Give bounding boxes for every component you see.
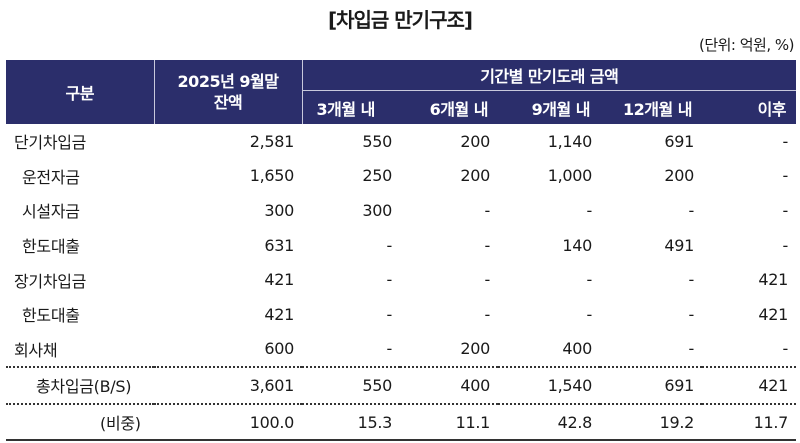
cell-balance: 421 xyxy=(264,270,294,290)
table-row: 한도대출 421 - - - - 421 xyxy=(6,297,796,332)
row-label: 운전자금 xyxy=(22,167,80,187)
header-balance: 2025년 9월말 잔액 xyxy=(154,60,303,124)
cell-6m: 400 xyxy=(400,366,498,404)
table-row: 장기차입금 421 - - - - 421 xyxy=(6,262,796,297)
header-category: 구분 xyxy=(6,60,155,124)
cell-after: 421 xyxy=(702,366,797,404)
cell-balance: 100.0 xyxy=(154,402,302,442)
cell-after: - xyxy=(782,131,789,151)
cell-9m: 1,140 xyxy=(547,131,593,151)
maturity-table: 구분 2025년 9월말 잔액 기간별 만기도래 금액 3개월 내 6개월 내 … xyxy=(6,60,797,442)
cell-3m: - xyxy=(386,339,393,359)
cell-12m: 200 xyxy=(664,166,694,186)
table-body: 단기차입금 2,581 550 200 1,140 691 - 운전자금 1,6… xyxy=(6,124,797,442)
cell-6m: - xyxy=(484,270,491,290)
cell-9m: 42.8 xyxy=(498,402,600,442)
cell-12m: - xyxy=(688,270,695,290)
cell-balance: 3,601 xyxy=(154,366,302,404)
cell-3m: - xyxy=(386,235,393,255)
cell-6m: - xyxy=(484,235,491,255)
table-row: 시설자금 300 300 - - - - xyxy=(6,193,796,228)
header-period-12m: 12개월 내 xyxy=(600,90,702,124)
cell-3m: 15.3 xyxy=(302,402,400,442)
row-label: 한도대출 xyxy=(22,306,80,326)
cell-9m: 140 xyxy=(562,235,592,255)
cell-after: - xyxy=(782,200,789,220)
header-period-6m: 6개월 내 xyxy=(400,90,498,124)
header-group: 기간별 만기도래 금액 xyxy=(302,60,797,91)
cell-balance: 300 xyxy=(264,200,294,220)
cell-9m: 400 xyxy=(562,339,592,359)
table-header: 구분 2025년 9월말 잔액 기간별 만기도래 금액 3개월 내 6개월 내 … xyxy=(6,60,797,124)
total-row: 총차입금(B/S) 3,601 550 400 1,540 691 421 xyxy=(6,366,797,404)
cell-9m: 1,000 xyxy=(547,166,593,186)
cell-12m: 19.2 xyxy=(600,402,702,442)
cell-6m: 200 xyxy=(460,131,490,151)
cell-6m: 200 xyxy=(460,339,490,359)
cell-after: - xyxy=(782,339,789,359)
row-label: 시설자금 xyxy=(22,202,80,222)
table-row: 운전자금 1,650 250 200 1,000 200 - xyxy=(6,159,796,194)
row-label: 회사채 xyxy=(14,340,58,360)
header-period-after: 이후 xyxy=(702,90,797,124)
ratio-label: (비중) xyxy=(6,402,154,442)
cell-balance: 600 xyxy=(264,339,294,359)
cell-9m: - xyxy=(586,304,593,324)
row-label: 장기차입금 xyxy=(14,271,87,291)
cell-after: 421 xyxy=(758,270,789,290)
cell-3m: 300 xyxy=(362,200,392,220)
row-label: 한도대출 xyxy=(22,237,80,257)
cell-12m: - xyxy=(688,304,695,324)
cell-3m: 250 xyxy=(362,166,392,186)
cell-after: - xyxy=(782,166,789,186)
row-label: 단기차입금 xyxy=(14,133,87,153)
table-row: 회사채 600 - 200 400 - - xyxy=(6,332,796,368)
cell-9m: 1,540 xyxy=(498,366,600,404)
page-title: [차입금 만기구조] xyxy=(327,8,473,32)
header-period-3m: 3개월 내 xyxy=(302,90,400,124)
cell-3m: 550 xyxy=(302,366,400,404)
cell-balance: 631 xyxy=(264,235,294,255)
cell-after: - xyxy=(782,235,789,255)
cell-6m: - xyxy=(484,200,491,220)
cell-9m: - xyxy=(586,200,593,220)
cell-12m: 491 xyxy=(664,235,694,255)
cell-6m: 200 xyxy=(460,166,490,186)
cell-3m: - xyxy=(386,270,393,290)
cell-balance: 1,650 xyxy=(249,166,295,186)
cell-3m: - xyxy=(386,304,393,324)
total-label: 총차입금(B/S) xyxy=(6,366,154,404)
table-row: 단기차입금 2,581 550 200 1,140 691 - xyxy=(6,124,796,159)
cell-after: 11.7 xyxy=(702,402,797,442)
cell-12m: 691 xyxy=(600,366,702,404)
cell-9m: - xyxy=(586,270,593,290)
cell-balance: 421 xyxy=(264,304,294,324)
unit-note: (단위: 억원, %) xyxy=(698,36,795,54)
header-period-9m: 9개월 내 xyxy=(498,90,600,124)
header-balance-line2: 잔액 xyxy=(213,93,243,112)
cell-6m: 11.1 xyxy=(400,402,498,442)
cell-12m: - xyxy=(688,339,695,359)
cell-balance: 2,581 xyxy=(249,131,295,151)
cell-3m: 550 xyxy=(362,131,392,151)
table-row: 한도대출 631 - - 140 491 - xyxy=(6,228,796,263)
cell-6m: - xyxy=(484,304,491,324)
cell-12m: 691 xyxy=(664,131,694,151)
cell-after: 421 xyxy=(758,304,789,324)
cell-12m: - xyxy=(688,200,695,220)
ratio-row: (비중) 100.0 15.3 11.1 42.8 19.2 11.7 xyxy=(6,402,797,442)
header-balance-line1: 2025년 9월말 xyxy=(177,72,279,91)
